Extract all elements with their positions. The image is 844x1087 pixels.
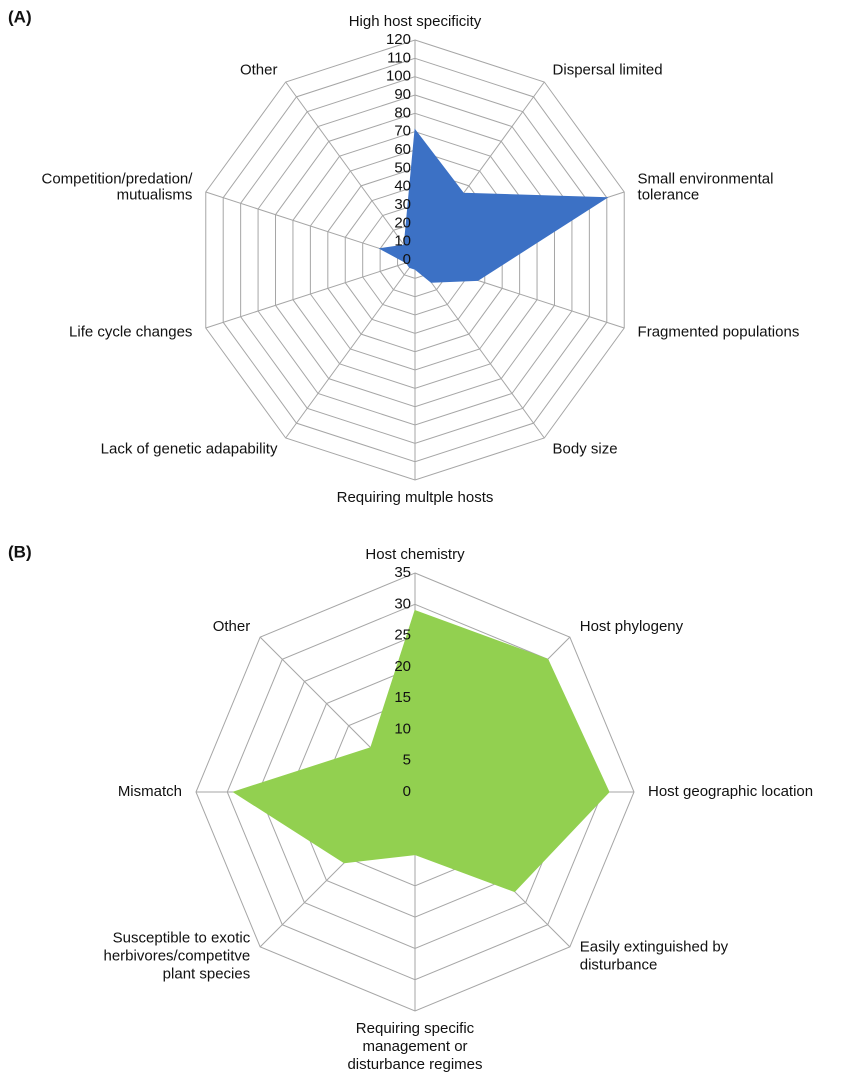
axis-label: Host chemistry bbox=[365, 546, 465, 563]
panel-label: (A) bbox=[8, 7, 32, 26]
axis-label: Competition/predation/ bbox=[42, 171, 194, 188]
axis-label: Requiring multple hosts bbox=[337, 489, 494, 506]
spoke bbox=[285, 81, 416, 261]
r-tick-label: 90 bbox=[394, 86, 411, 103]
axis-label: herbivores/competitve bbox=[104, 948, 251, 965]
r-tick-label: 0 bbox=[403, 251, 411, 268]
r-tick-label: 35 bbox=[394, 564, 411, 581]
r-tick-label: 30 bbox=[394, 196, 411, 213]
axis-label: Fragmented populations bbox=[638, 323, 800, 340]
axis-label: Mismatch bbox=[118, 783, 182, 800]
axis-label: plant species bbox=[163, 966, 251, 983]
r-tick-label: 70 bbox=[394, 123, 411, 140]
r-tick-label: 10 bbox=[394, 720, 411, 737]
r-tick-label: 80 bbox=[394, 104, 411, 121]
r-tick-label: 10 bbox=[394, 233, 411, 250]
r-tick-label: 5 bbox=[403, 752, 411, 769]
axis-label: High host specificity bbox=[349, 13, 482, 30]
axis-label: Susceptible to exotic bbox=[113, 930, 251, 947]
r-tick-label: 20 bbox=[394, 658, 411, 675]
r-tick-label: 100 bbox=[386, 68, 411, 85]
axis-label: Easily extinguished by bbox=[580, 939, 729, 956]
axis-label: Life cycle changes bbox=[69, 323, 192, 340]
r-tick-label: 50 bbox=[394, 159, 411, 176]
spoke bbox=[414, 259, 545, 439]
r-tick-label: 40 bbox=[394, 178, 411, 195]
spoke bbox=[285, 259, 416, 439]
axis-label: tolerance bbox=[638, 187, 700, 204]
r-tick-label: 15 bbox=[394, 689, 411, 706]
axis-label: disturbance bbox=[580, 957, 658, 974]
r-tick-label: 60 bbox=[394, 141, 411, 158]
r-tick-label: 0 bbox=[403, 783, 411, 800]
axis-label: mutualisms bbox=[117, 187, 193, 204]
r-tick-label: 20 bbox=[394, 214, 411, 231]
axis-label: disturbance regimes bbox=[347, 1056, 482, 1073]
axis-label: Requiring specific bbox=[356, 1020, 475, 1037]
spoke bbox=[205, 259, 416, 329]
panel-label: (B) bbox=[8, 542, 32, 561]
axis-label: Dispersal limited bbox=[553, 62, 663, 79]
axis-label: Body size bbox=[553, 440, 618, 457]
axis-label: Other bbox=[240, 62, 278, 79]
axis-label: Lack of genetic adapability bbox=[101, 440, 278, 457]
axis-label: Host phylogeny bbox=[580, 618, 684, 635]
axis-label: Host geographic location bbox=[648, 783, 813, 800]
r-tick-label: 30 bbox=[394, 595, 411, 612]
axis-label: Other bbox=[213, 618, 251, 635]
r-tick-label: 120 bbox=[386, 31, 411, 48]
series-area bbox=[232, 609, 610, 893]
r-tick-label: 25 bbox=[394, 627, 411, 644]
r-tick-label: 110 bbox=[387, 49, 411, 66]
series-area bbox=[378, 128, 609, 283]
axis-label: management or bbox=[362, 1038, 467, 1055]
axis-label: Small environmental bbox=[638, 171, 774, 188]
